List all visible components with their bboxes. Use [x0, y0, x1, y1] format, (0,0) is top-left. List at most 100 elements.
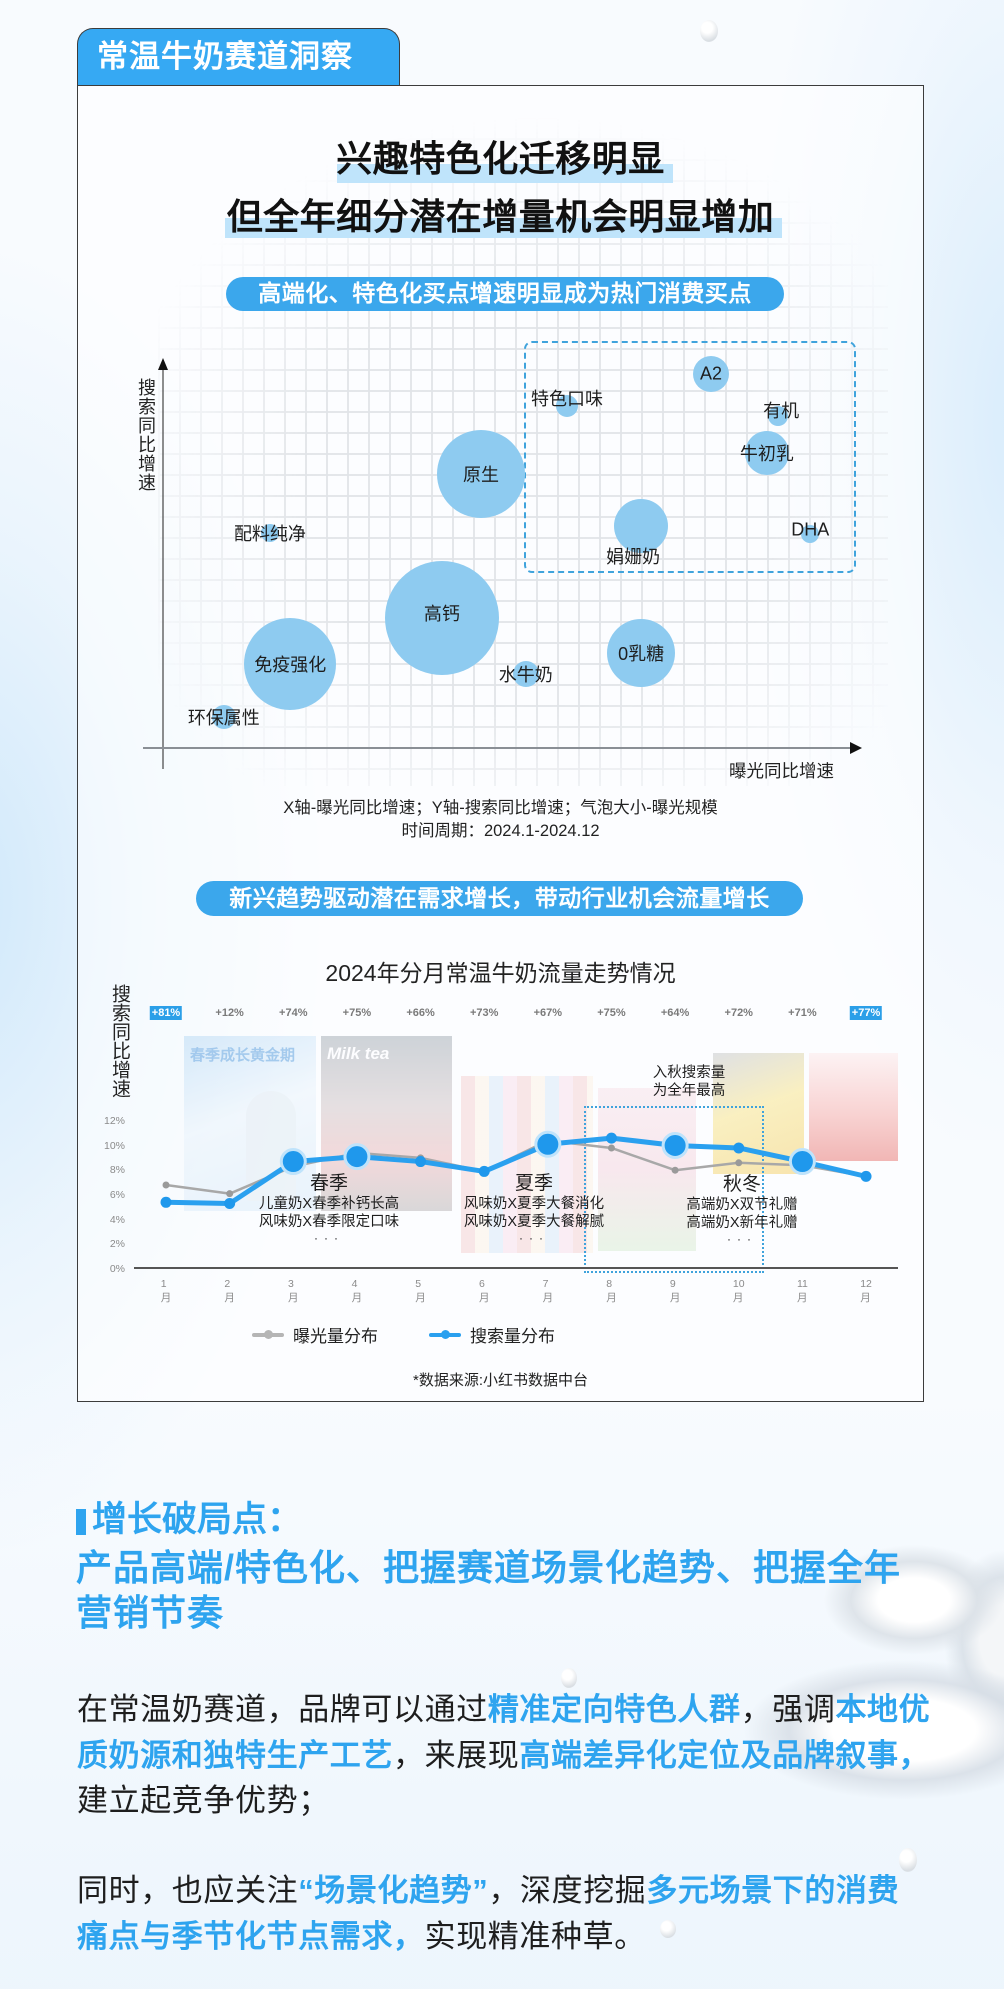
x-axis-label: 曝光同比增速: [729, 761, 834, 781]
bubble-label: 0乳糖: [618, 643, 665, 664]
y-axis-arrow-icon: [158, 358, 168, 370]
bubble-marker: [768, 406, 789, 427]
highlighted-text: 多元场景下的消费: [646, 1873, 900, 1908]
annotation-autumn-winter: 秋冬 高端奶X双节礼赠 高端奶X新年礼赠 ···: [686, 1174, 798, 1246]
data-point: [860, 1170, 872, 1182]
x-tick-label: 10月: [732, 1278, 745, 1304]
bubble-label: 高钙: [423, 604, 460, 625]
data-point: [162, 1181, 170, 1189]
photo-new-year-gift: [809, 1053, 898, 1161]
headline-line-2: 但全年细分潜在增量机会明显增加: [226, 196, 775, 237]
y-tick-label: 4%: [109, 1213, 125, 1226]
x-tick-label: 5月: [415, 1278, 426, 1304]
headline-highlight: [225, 218, 782, 238]
headline-highlight: [337, 164, 673, 183]
legend-line-blue-icon: [429, 1329, 461, 1339]
x-tick-label: 8月: [606, 1278, 617, 1304]
body-text: ，强调: [740, 1692, 836, 1727]
bubble-label: 免疫强化: [254, 655, 327, 676]
growth-label: +12%: [215, 1007, 244, 1019]
section-marker-bar: [76, 1509, 86, 1535]
y-tick-label: 2%: [109, 1238, 125, 1251]
legend-exposure: 曝光量分布: [252, 1322, 378, 1347]
bubble-marker: [437, 429, 526, 518]
milk-drop-icon: [561, 1668, 577, 1688]
y-tick-label: 0%: [109, 1263, 125, 1275]
highlighted-text: “场景化趋势”: [298, 1873, 489, 1908]
body-text: 建立起竞争优势；: [77, 1783, 330, 1818]
highlighted-text: 本地优: [835, 1692, 931, 1727]
insight-paragraph-1: 在常温奶赛道，品牌可以通过精准定向特色人群，强调本地优 质奶源和独特生产工艺，来展…: [77, 1687, 930, 1824]
growth-label: +75%: [597, 1007, 626, 1019]
insight-paragraph-2: 同时，也应关注“场景化趋势”，深度挖掘多元场景下的消费 痛点与季节化节点需求，实现…: [77, 1868, 899, 1959]
growth-label: +67%: [533, 1007, 563, 1019]
bubble-marker: [384, 561, 499, 676]
photo-milk-tea: Milk tea: [321, 1036, 452, 1211]
data-point: [478, 1165, 490, 1177]
body-text: 实现精准种草。: [424, 1918, 646, 1954]
trend-x-axis: [134, 1267, 898, 1269]
body-text: 在常温奶赛道，品牌可以通过: [77, 1692, 488, 1727]
y-tick-label: 12%: [103, 1114, 125, 1127]
body-text: ，来展现: [393, 1737, 520, 1773]
highlighted-text: 高端差异化定位及品牌叙事，: [519, 1737, 931, 1773]
milk-drop-icon: [700, 20, 718, 42]
growth-label: +73%: [469, 1007, 499, 1019]
data-point: [733, 1142, 745, 1154]
data-point: [605, 1132, 617, 1144]
x-tick-label: 3月: [288, 1278, 299, 1304]
body-text: ，深度挖掘: [488, 1873, 647, 1908]
data-point: [671, 1166, 679, 1174]
x-tick-label: 12月: [860, 1278, 872, 1304]
peak-region-box: [584, 1106, 764, 1273]
x-tick-label: 2月: [224, 1278, 235, 1304]
paragraph-line: 质奶源和独特生产工艺，来展现高端差异化定位及品牌叙事，: [77, 1733, 930, 1779]
bubble-marker: [244, 618, 337, 711]
bubble-marker: [607, 618, 676, 687]
data-point: [788, 1148, 816, 1176]
insight-card: 兴趣特色化迁移明显 但全年细分潜在增量机会明显增加 高端化、特色化买点增速明显成…: [77, 85, 924, 1402]
photo-spring-growth: 春季成长黄金期: [184, 1036, 316, 1211]
data-source-note: *数据来源:小红书数据中台: [412, 1372, 588, 1389]
growth-label: +66%: [406, 1007, 435, 1019]
x-tick-label: 7月: [542, 1278, 554, 1304]
x-tick-label: 6月: [478, 1278, 490, 1304]
chart-caption-period: 时间周期：2024.1-2024.12: [401, 822, 600, 840]
insight-heading-line-1: 产品高端/特色化、把握赛道场景化趋势、把握全年: [76, 1547, 902, 1588]
highlighted-text: 痛点与季节化节点需求，: [77, 1918, 425, 1954]
data-point: [607, 1144, 615, 1152]
growth-label: +64%: [660, 1007, 690, 1019]
growth-label: +77%: [849, 1006, 883, 1020]
milk-drop-icon: [899, 1848, 917, 1872]
bubble-label: 娟姗奶: [606, 547, 661, 568]
x-tick-label: 4月: [351, 1278, 363, 1304]
data-point: [224, 1198, 236, 1210]
paragraph-line: 同时，也应关注“场景化趋势”，深度挖掘多元场景下的消费: [77, 1868, 899, 1914]
legend-search: 搜索量分布: [429, 1322, 555, 1347]
bubble-label: A2: [700, 363, 723, 384]
bubble-label: 原生: [463, 464, 500, 485]
annotation-summer: 夏季 风味奶X夏季大餐消化 风味奶X夏季大餐解腻 ···: [463, 1173, 605, 1245]
data-point: [735, 1159, 743, 1167]
insight-heading-line-2: 营销节奏: [76, 1592, 225, 1633]
data-point: [279, 1148, 307, 1176]
trend-chart-title: 2024年分月常温牛奶流量走势情况: [325, 960, 676, 986]
annotation-spring: 春季 儿童奶X春季补钙长高 风味奶X春季限定口味 ···: [258, 1173, 400, 1245]
bubble-marker: [512, 660, 539, 687]
data-point: [661, 1132, 689, 1159]
subtitle-pill-2: 新兴趋势驱动潜在需求增长，带动行业机会流量增长: [196, 881, 803, 916]
paragraph-line: 痛点与季节化节点需求，实现精准种草。: [77, 1914, 899, 1960]
bubble-label: 有机: [763, 401, 800, 422]
paragraph-line: 在常温奶赛道，品牌可以通过精准定向特色人群，强调本地优: [77, 1687, 930, 1733]
growth-label: +81%: [149, 1006, 183, 1020]
x-tick-label: 9月: [669, 1278, 681, 1304]
highlighted-text: 质奶源和独特生产工艺: [77, 1737, 393, 1773]
bubble-label: 特色口味: [531, 388, 604, 409]
bubble-chart-axes: [143, 358, 862, 769]
insight-title: 增长破局点：: [92, 1500, 303, 1539]
growth-label: +75%: [342, 1007, 372, 1019]
growth-label: +71%: [788, 1007, 817, 1019]
paragraph-line: 建立起竞争优势；: [77, 1778, 930, 1824]
headline-line-1: 兴趣特色化迁移明显: [336, 138, 665, 179]
bubble-marker: [211, 705, 236, 730]
